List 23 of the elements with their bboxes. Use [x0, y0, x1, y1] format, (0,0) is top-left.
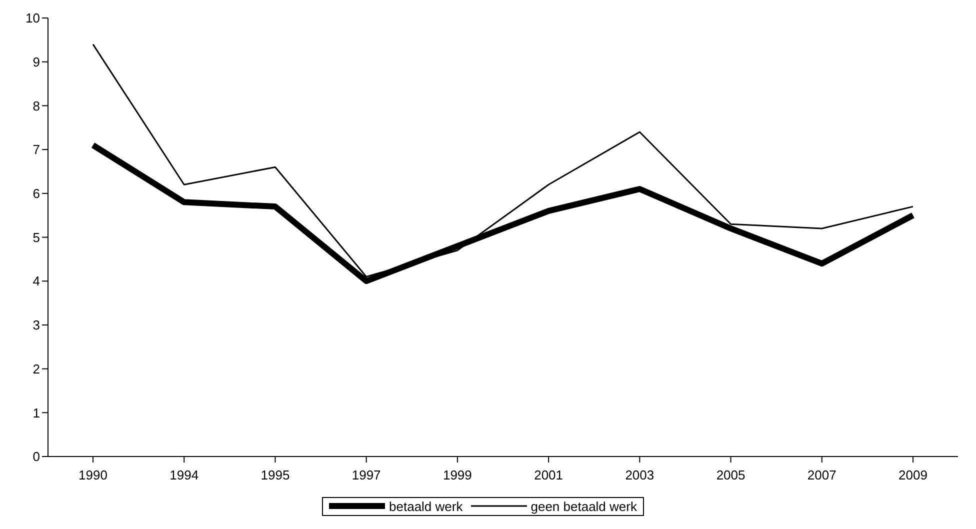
y-tick-label: 0 — [32, 449, 40, 464]
y-tick-label: 3 — [32, 318, 40, 333]
y-tick-label: 1 — [32, 405, 40, 420]
y-tick-label: 5 — [32, 230, 40, 245]
x-tick-label: 2007 — [807, 468, 836, 483]
x-tick-label: 2001 — [534, 468, 564, 483]
x-tick-label: 1997 — [352, 468, 381, 483]
x-tick-label: 1995 — [260, 468, 290, 483]
x-tick-label: 1999 — [442, 468, 472, 483]
y-tick-label: 2 — [32, 361, 40, 376]
y-tick-label: 10 — [26, 10, 40, 26]
x-tick-label: 1990 — [78, 468, 108, 483]
x-tick-label: 2003 — [625, 468, 654, 483]
legend-label: geen betaald werk — [530, 498, 637, 514]
y-tick-label: 4 — [32, 274, 40, 289]
legend-label: betaald werk — [389, 498, 463, 514]
y-tick-label: 7 — [32, 142, 40, 158]
x-tick-label: 2009 — [898, 468, 928, 483]
x-tick-label: 1994 — [170, 468, 199, 483]
y-tick-label: 9 — [32, 54, 40, 70]
y-tick-label: 6 — [32, 186, 40, 202]
x-tick-label: 2005 — [716, 468, 746, 483]
y-tick-label: 8 — [32, 98, 40, 114]
